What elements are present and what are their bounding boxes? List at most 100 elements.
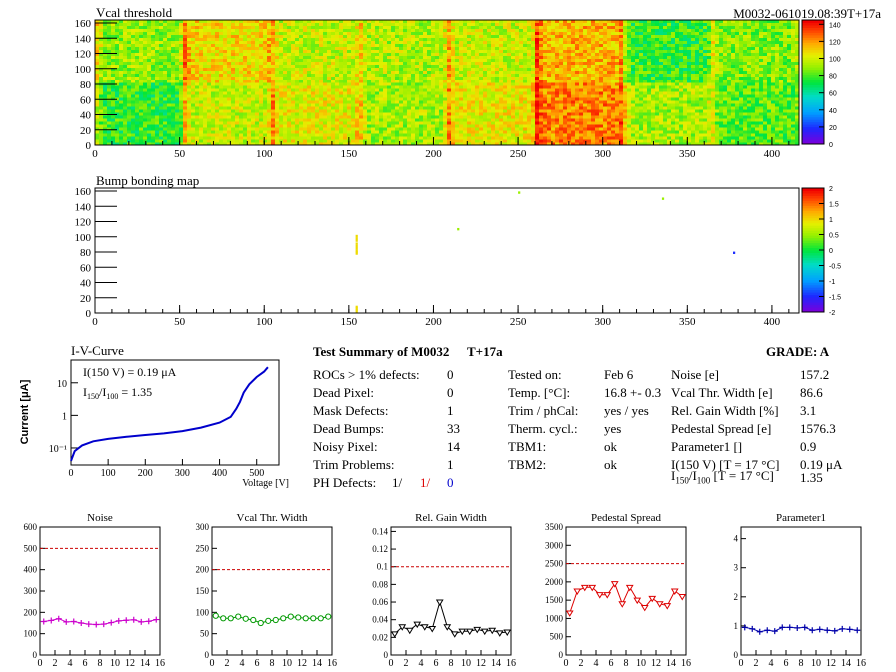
vcal-pixel-cell xyxy=(247,50,251,53)
vcal-pixel-cell xyxy=(263,20,267,23)
vcal-pixel-cell xyxy=(739,41,743,44)
vcal-pixel-cell xyxy=(231,118,235,122)
vcal-pixel-cell xyxy=(587,29,591,32)
vcal-pixel-cell xyxy=(139,74,143,77)
vcal-pixel-cell xyxy=(575,35,579,38)
vcal-pixel-cell xyxy=(151,136,155,140)
vcal-pixel-cell xyxy=(107,32,111,35)
vcal-pixel-cell xyxy=(267,85,271,89)
vcal-pixel-cell xyxy=(315,97,319,101)
vcal-pixel-cell xyxy=(163,142,167,146)
vcal-pixel-cell xyxy=(603,62,607,65)
vcal-pixel-cell xyxy=(507,59,511,62)
vcal-pixel-cell xyxy=(463,38,467,41)
vcal-pixel-cell xyxy=(247,142,251,146)
vcal-pixel-cell xyxy=(687,29,691,32)
vcal-pixel-cell xyxy=(407,35,411,38)
vcal-pixel-cell xyxy=(103,127,107,131)
vcal-pixel-cell xyxy=(543,41,547,44)
vcal-pixel-cell xyxy=(783,44,787,47)
vcal-pixel-cell xyxy=(503,65,507,68)
vcal-pixel-cell xyxy=(215,80,219,83)
vcal-pixel-cell xyxy=(743,71,747,74)
vcal-pixel-cell xyxy=(419,44,423,47)
vcal-pixel-cell xyxy=(335,115,339,119)
vcal-pixel-cell xyxy=(367,53,371,56)
vcal-pixel-cell xyxy=(347,44,351,47)
vcal-pixel-cell xyxy=(283,29,287,32)
vcal-pixel-cell xyxy=(319,97,323,101)
vcal-pixel-cell xyxy=(491,41,495,44)
vcal-pixel-cell xyxy=(515,29,519,32)
vcal-pixel-cell xyxy=(251,103,255,107)
vcal-pixel-cell xyxy=(335,88,339,92)
vcal-pixel-cell xyxy=(523,53,527,56)
vcal-pixel-cell xyxy=(131,41,135,44)
vcal-pixel-cell xyxy=(587,32,591,35)
vcal-pixel-cell xyxy=(543,53,547,56)
vcal-pixel-cell xyxy=(167,38,171,41)
vcal-pixel-cell xyxy=(243,82,247,86)
vcal-pixel-cell xyxy=(675,35,679,38)
vcal-pixel-cell xyxy=(787,62,791,65)
vcal-pixel-cell xyxy=(191,142,195,146)
vcal-pixel-cell xyxy=(167,94,171,98)
vcal-pixel-cell xyxy=(207,80,211,83)
vcal-pixel-cell xyxy=(235,32,239,35)
vcal-pixel-cell xyxy=(179,88,183,92)
vcal-pixel-cell xyxy=(727,50,731,53)
vcal-pixel-cell xyxy=(635,26,639,29)
vcal-pixel-cell xyxy=(663,50,667,53)
vcal-pixel-cell xyxy=(119,74,123,77)
vcal-pixel-cell xyxy=(119,94,123,98)
vcal-pixel-cell xyxy=(151,133,155,137)
vcal-pixel-cell xyxy=(291,53,295,56)
vcal-pixel-cell xyxy=(167,53,171,56)
vcal-pixel-cell xyxy=(135,97,139,101)
vcal-pixel-cell xyxy=(239,94,243,98)
vcal-pixel-cell xyxy=(743,44,747,47)
vcal-pixel-cell xyxy=(439,26,443,29)
vcal-pixel-cell xyxy=(539,53,543,56)
vcal-pixel-cell xyxy=(199,91,203,95)
vcal-pixel-cell xyxy=(487,74,491,77)
vcal-pixel-cell xyxy=(239,85,243,89)
vcal-pixel-cell xyxy=(663,35,667,38)
vcal-pixel-cell xyxy=(663,44,667,47)
vcal-pixel-cell xyxy=(231,53,235,56)
vcal-pixel-cell xyxy=(95,139,99,143)
vcal-pixel-cell xyxy=(387,50,391,53)
vcal-pixel-cell xyxy=(371,32,375,35)
vcal-pixel-cell xyxy=(143,65,147,68)
vcal-pixel-cell xyxy=(175,112,179,116)
vcal-pixel-cell xyxy=(399,68,403,71)
vcal-pixel-cell xyxy=(599,53,603,56)
vcal-pixel-cell xyxy=(687,41,691,44)
vcal-pixel-cell xyxy=(639,29,643,32)
vcal-pixel-cell xyxy=(559,71,563,74)
vcal-pixel-cell xyxy=(527,38,531,41)
vcal-pixel-cell xyxy=(279,65,283,68)
vcal-pixel-cell xyxy=(155,77,159,80)
vcal-pixel-cell xyxy=(591,44,595,47)
vcal-pixel-cell xyxy=(275,91,279,95)
vcal-pixel-cell xyxy=(435,38,439,41)
vcal-pixel-cell xyxy=(463,59,467,62)
vcal-pixel-cell xyxy=(315,38,319,41)
vcal-pixel-cell xyxy=(791,38,795,41)
vcal-pixel-cell xyxy=(331,80,335,83)
vcal-pixel-cell xyxy=(247,53,251,56)
vcal-pixel-cell xyxy=(667,29,671,32)
vcal-pixel-cell xyxy=(339,56,343,59)
vcal-pixel-cell xyxy=(291,59,295,62)
vcal-pixel-cell xyxy=(627,65,631,68)
vcal-pixel-cell xyxy=(271,56,275,59)
vcal-pixel-cell xyxy=(115,142,119,146)
vcal-pixel-cell xyxy=(155,127,159,131)
vcal-pixel-cell xyxy=(495,62,499,65)
vcal-pixel-cell xyxy=(191,26,195,29)
vcal-pixel-cell xyxy=(259,118,263,122)
vcal-pixel-cell xyxy=(743,74,747,77)
vcal-pixel-cell xyxy=(375,56,379,59)
vcal-pixel-cell xyxy=(439,74,443,77)
